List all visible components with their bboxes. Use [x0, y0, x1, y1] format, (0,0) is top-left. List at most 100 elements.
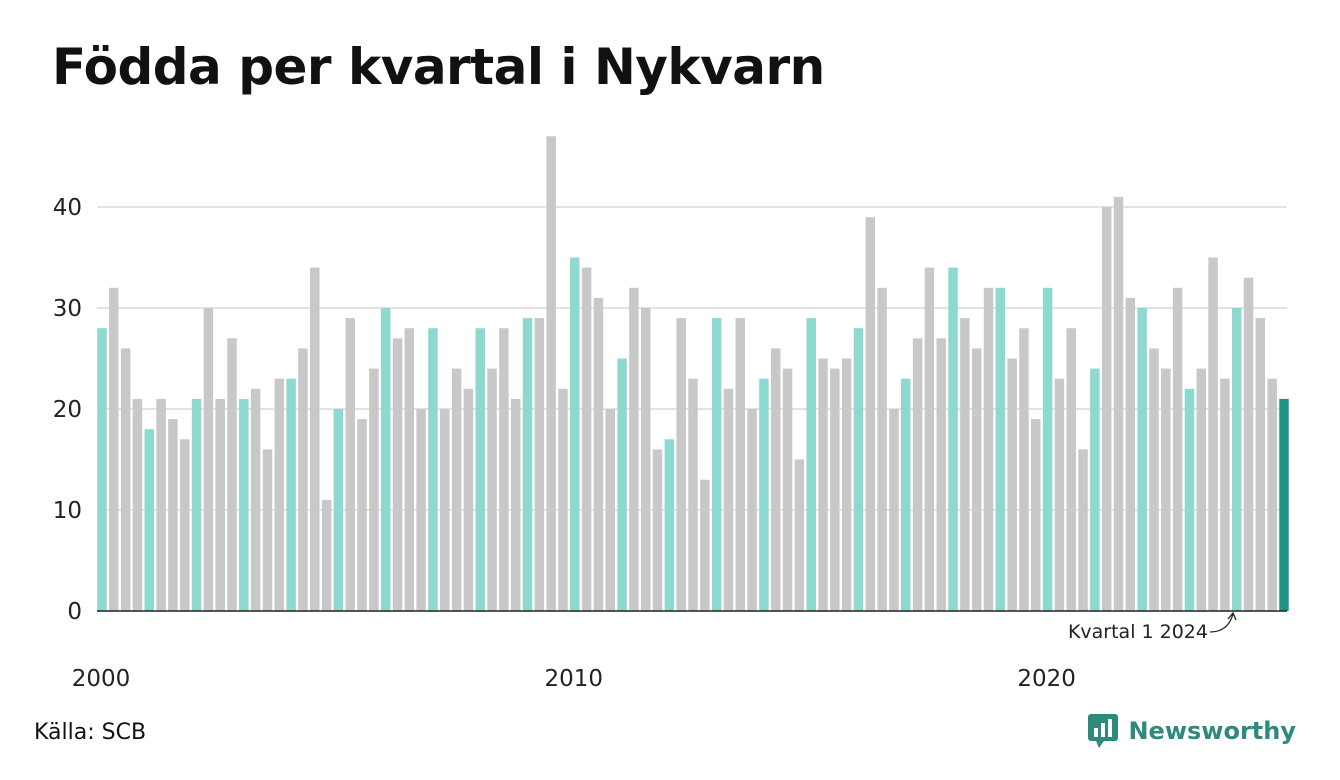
bar [1243, 277, 1254, 611]
bar [936, 338, 946, 611]
bar [1090, 368, 1100, 611]
bar [759, 378, 769, 611]
bar [380, 308, 391, 611]
bar [1161, 368, 1171, 611]
chart-title: Födda per kvartal i Nykvarn [52, 38, 825, 96]
bar [1172, 287, 1183, 611]
bar [771, 348, 781, 611]
bar [203, 308, 214, 611]
bar [440, 409, 450, 611]
bar [983, 287, 994, 611]
bar [711, 318, 722, 611]
bar [357, 419, 367, 611]
bars [97, 136, 1289, 612]
bar [310, 267, 320, 611]
bar [664, 439, 675, 611]
y-tick-label: 30 [53, 296, 82, 322]
bar [487, 368, 497, 611]
bar [1031, 419, 1041, 611]
bar [830, 368, 840, 611]
annotation-arrowhead [1227, 611, 1237, 621]
bar [1113, 196, 1124, 611]
bar [109, 287, 119, 611]
bar [1208, 257, 1218, 611]
bar [392, 338, 403, 611]
bar [1137, 308, 1147, 611]
bar [1125, 297, 1136, 611]
bar [250, 388, 261, 611]
bar [428, 328, 438, 611]
bar [475, 328, 485, 611]
bar [924, 267, 935, 611]
bar [1279, 398, 1289, 611]
source-label: Källa: SCB [34, 720, 147, 745]
bar [546, 136, 556, 612]
bar [995, 287, 1006, 611]
bar [499, 328, 509, 611]
bar [723, 388, 734, 611]
bar [818, 358, 828, 611]
bar [629, 287, 639, 611]
bar [274, 378, 285, 611]
bar [522, 318, 533, 611]
brand-logo: Newsworthy [1088, 714, 1296, 748]
bar [451, 368, 462, 611]
bar [901, 378, 911, 611]
bar [1184, 388, 1195, 611]
bar [948, 267, 958, 611]
annotation: Kvartal 1 2024 [1068, 611, 1237, 643]
bar [640, 308, 651, 611]
bar [794, 459, 805, 611]
bar [180, 439, 190, 611]
bar [510, 398, 521, 611]
bar [735, 318, 746, 611]
bar [191, 398, 202, 611]
bar [534, 318, 545, 611]
bar [782, 368, 793, 611]
bar [806, 318, 816, 611]
bar [971, 348, 982, 611]
bar [239, 398, 249, 611]
x-tick-label: 2020 [1017, 666, 1076, 692]
bar [889, 409, 899, 611]
bar [1078, 449, 1088, 611]
bar [298, 348, 308, 611]
bar [404, 328, 415, 611]
x-tick-label: 2010 [545, 666, 604, 692]
bar [321, 499, 332, 611]
bar [853, 328, 864, 611]
bar [617, 358, 627, 611]
y-tick-label: 0 [67, 599, 82, 625]
annotation-label: Kvartal 1 2024 [1068, 621, 1208, 643]
bar [1255, 318, 1266, 611]
newsworthy-logo-icon [1088, 714, 1119, 748]
bar [168, 419, 178, 611]
bar [215, 398, 225, 611]
bar [1066, 328, 1076, 611]
bar [865, 217, 876, 611]
bar [1007, 358, 1017, 611]
bar [581, 267, 592, 611]
bar [747, 409, 757, 611]
bar [700, 479, 710, 611]
bar [593, 297, 604, 611]
bar [144, 429, 155, 611]
bar [227, 338, 237, 611]
bar [345, 318, 355, 611]
bar [120, 348, 131, 611]
bar [416, 409, 426, 611]
bar [132, 398, 143, 611]
bar [1196, 368, 1206, 611]
bar [676, 318, 686, 611]
bar [463, 388, 474, 611]
bar [156, 398, 166, 611]
bar [1220, 378, 1230, 611]
bar [262, 449, 273, 611]
bar [286, 378, 296, 611]
annotation-arrow [1209, 613, 1234, 633]
bar [558, 388, 568, 611]
bar [1231, 308, 1242, 611]
bar [1267, 378, 1277, 611]
bar [1042, 287, 1053, 611]
